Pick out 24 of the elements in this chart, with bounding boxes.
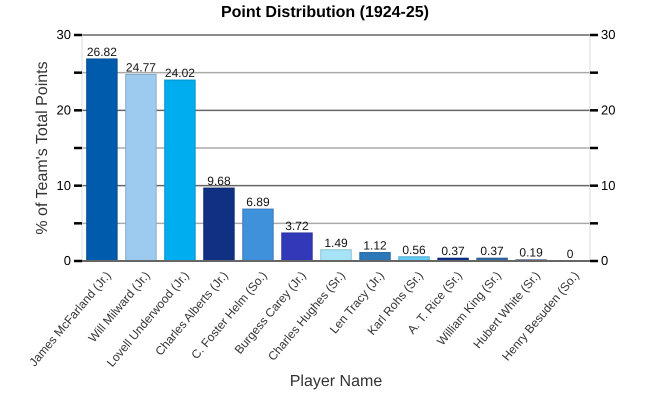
data-label: 0.37 bbox=[441, 244, 466, 258]
data-label: 24.02 bbox=[164, 66, 196, 80]
data-label: 26.82 bbox=[86, 44, 118, 59]
y-axis-title: % of Team's Total Points bbox=[34, 61, 51, 235]
x-axis-title: Player Name bbox=[290, 373, 382, 390]
data-label: 3.72 bbox=[285, 218, 309, 233]
data-label: 0 bbox=[566, 247, 574, 261]
y-tick-label: 30 bbox=[56, 27, 71, 42]
y2-tick-label: 30 bbox=[601, 27, 616, 42]
data-label: 0.56 bbox=[402, 242, 426, 257]
y-tick-label: 20 bbox=[56, 102, 71, 118]
data-label: 1.49 bbox=[324, 236, 348, 250]
y2-tick-label: 20 bbox=[601, 102, 616, 118]
data-label: 9.68 bbox=[207, 174, 231, 188]
y2-tick-label: 0 bbox=[601, 253, 608, 268]
data-label: 1.12 bbox=[363, 238, 388, 253]
data-label: 0.37 bbox=[480, 244, 504, 258]
data-label: 24.77 bbox=[126, 60, 156, 74]
data-label: 0.19 bbox=[519, 246, 544, 260]
chart-title: Point Distribution (1924-25) bbox=[220, 4, 430, 21]
y2-tick-label: 10 bbox=[601, 178, 616, 193]
data-label: 6.89 bbox=[246, 195, 270, 210]
y-tick-label: 0 bbox=[64, 253, 71, 268]
y-tick-label: 10 bbox=[56, 178, 71, 193]
